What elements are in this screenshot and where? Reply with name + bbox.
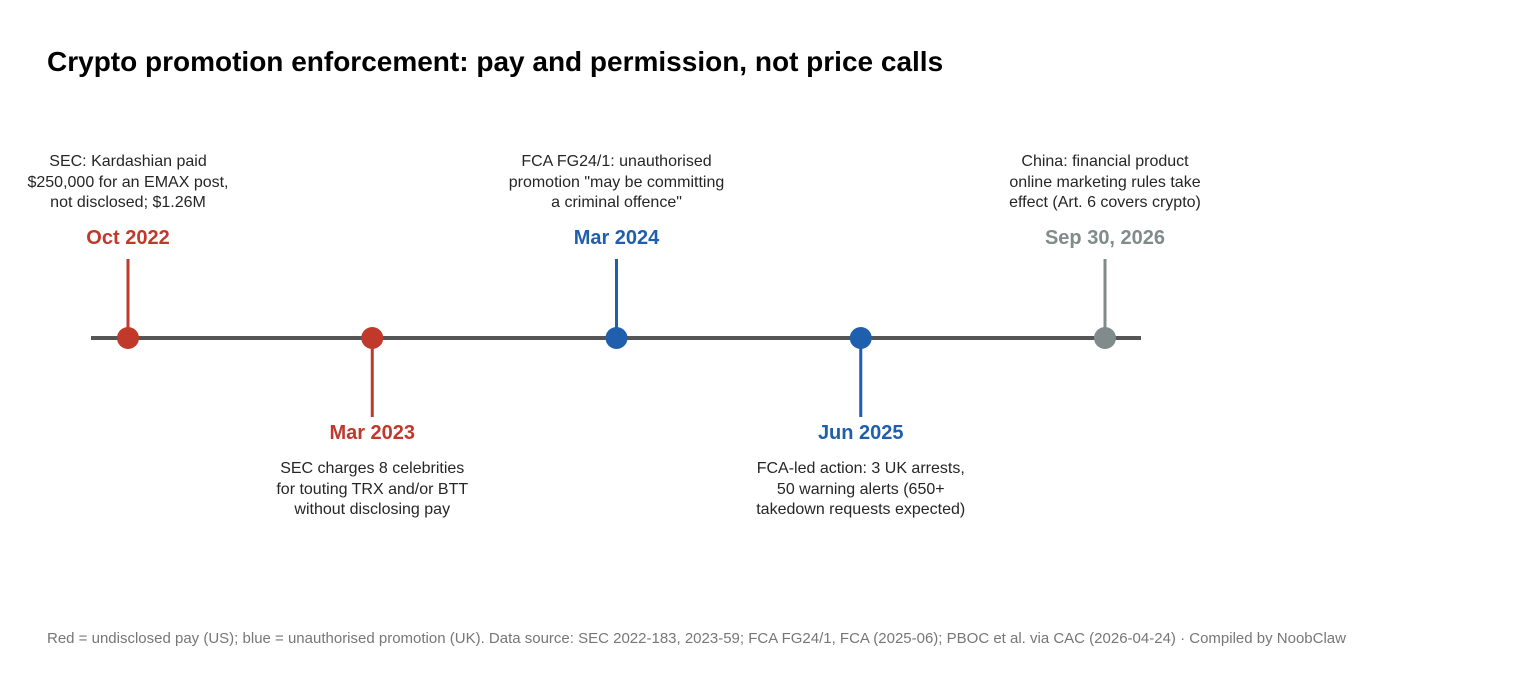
timeline-markers (117, 259, 1116, 417)
page-title: Crypto promotion enforcement: pay and pe… (47, 46, 944, 77)
event-description: SEC charges 8 celebrities for touting TR… (276, 460, 469, 518)
event-date: Mar 2023 (329, 422, 416, 444)
footer-note: Red = undisclosed pay (US); blue = unaut… (47, 630, 1346, 647)
event-description: SEC: Kardashian paid $250,000 for an EMA… (27, 153, 229, 211)
event-date: Oct 2022 (86, 227, 170, 249)
timeline (91, 259, 1141, 417)
event-date: Sep 30, 2026 (1044, 227, 1166, 249)
event-description: FCA FG24/1: unauthorised promotion "may … (508, 153, 725, 211)
event-description: China: financial product online marketin… (1009, 153, 1201, 211)
event-date: Mar 2024 (573, 227, 660, 249)
event-marker (849, 327, 872, 349)
event-marker (1094, 327, 1116, 349)
event-date: Jun 2025 (817, 422, 904, 444)
event-marker (117, 327, 139, 349)
event-marker (605, 327, 628, 349)
event-description: FCA-led action: 3 UK arrests, 50 warning… (756, 460, 966, 518)
event-marker (361, 327, 384, 349)
